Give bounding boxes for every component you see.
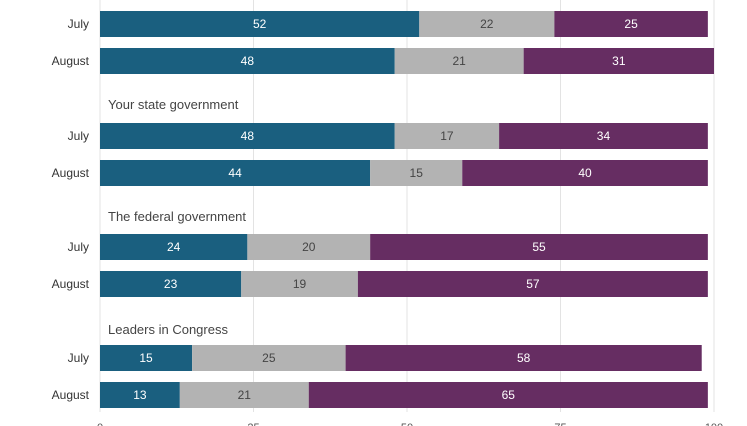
bar-segment <box>100 160 371 186</box>
bar-value-label: 24 <box>167 240 181 254</box>
bar-value-label: 34 <box>597 129 611 143</box>
bar-segment <box>394 123 500 149</box>
bar-value-label: 25 <box>624 17 638 31</box>
row-label: July <box>68 17 89 31</box>
bar-segment <box>523 48 714 74</box>
bar-value-label: 55 <box>532 240 546 254</box>
row-label: July <box>68 240 89 254</box>
bar-segment <box>499 123 708 149</box>
x-axis-ticks: 0 25 50 75 100 <box>97 422 723 426</box>
bar-segment <box>192 345 346 371</box>
group-title: Leaders in Congress <box>108 322 228 337</box>
bar-value-label: 22 <box>480 17 494 31</box>
bar-value-label: 48 <box>241 129 255 143</box>
x-tick-label: 25 <box>247 422 259 426</box>
bar-value-label: 48 <box>241 54 255 68</box>
row-label: August <box>52 166 90 180</box>
bar-value-label: 21 <box>453 54 467 68</box>
bar-value-label: 17 <box>440 129 454 143</box>
row-label: July <box>68 129 89 143</box>
bar-segment <box>100 234 248 260</box>
bar-value-label: 20 <box>302 240 316 254</box>
bar-value-label: 52 <box>253 17 267 31</box>
bar-value-label: 19 <box>293 277 307 291</box>
row-label: August <box>52 277 90 291</box>
bar-value-label: 31 <box>612 54 626 68</box>
bar-segment <box>308 382 708 408</box>
bar-segment <box>100 271 242 297</box>
bar-segment <box>394 48 524 74</box>
bar-segment <box>462 160 708 186</box>
row-label: August <box>52 54 90 68</box>
x-tick-label: 100 <box>705 422 723 426</box>
bar-segment <box>100 345 193 371</box>
x-tick-label: 50 <box>401 422 413 426</box>
bar-value-label: 13 <box>133 388 147 402</box>
bar-segment <box>370 160 463 186</box>
x-tick-label: 0 <box>97 422 103 426</box>
bar-value-label: 58 <box>517 351 531 365</box>
bars: 52 22 25 48 21 31 48 17 34 44 15 40 24 20 55 23 19 57 15 25… <box>100 11 714 408</box>
bar-value-label: 15 <box>139 351 153 365</box>
bar-segment <box>554 11 708 37</box>
bar-segment <box>241 271 358 297</box>
bar-segment <box>179 382 309 408</box>
bar-value-label: 57 <box>526 277 540 291</box>
bar-segment <box>419 11 555 37</box>
bar-value-label: 65 <box>502 388 516 402</box>
bar-segment <box>247 234 371 260</box>
group-title: Your state government <box>108 97 239 112</box>
bar-segment <box>370 234 708 260</box>
group-title: The federal government <box>108 209 246 224</box>
bar-segment <box>100 123 395 149</box>
bar-value-label: 44 <box>228 166 242 180</box>
bar-segment <box>100 11 420 37</box>
bar-segment <box>100 48 395 74</box>
bar-value-label: 21 <box>238 388 252 402</box>
group-titles: Your state government The federal governm… <box>108 97 246 337</box>
bar-value-label: 40 <box>578 166 592 180</box>
bar-segment <box>100 382 180 408</box>
row-labels: July August July August July August July August <box>52 17 90 402</box>
x-tick-label: 75 <box>554 422 566 426</box>
bar-value-label: 15 <box>410 166 424 180</box>
bar-value-label: 23 <box>164 277 178 291</box>
row-label: July <box>68 351 89 365</box>
row-label: August <box>52 388 90 402</box>
bar-segment <box>357 271 708 297</box>
bar-value-label: 25 <box>262 351 276 365</box>
bar-segment <box>345 345 702 371</box>
